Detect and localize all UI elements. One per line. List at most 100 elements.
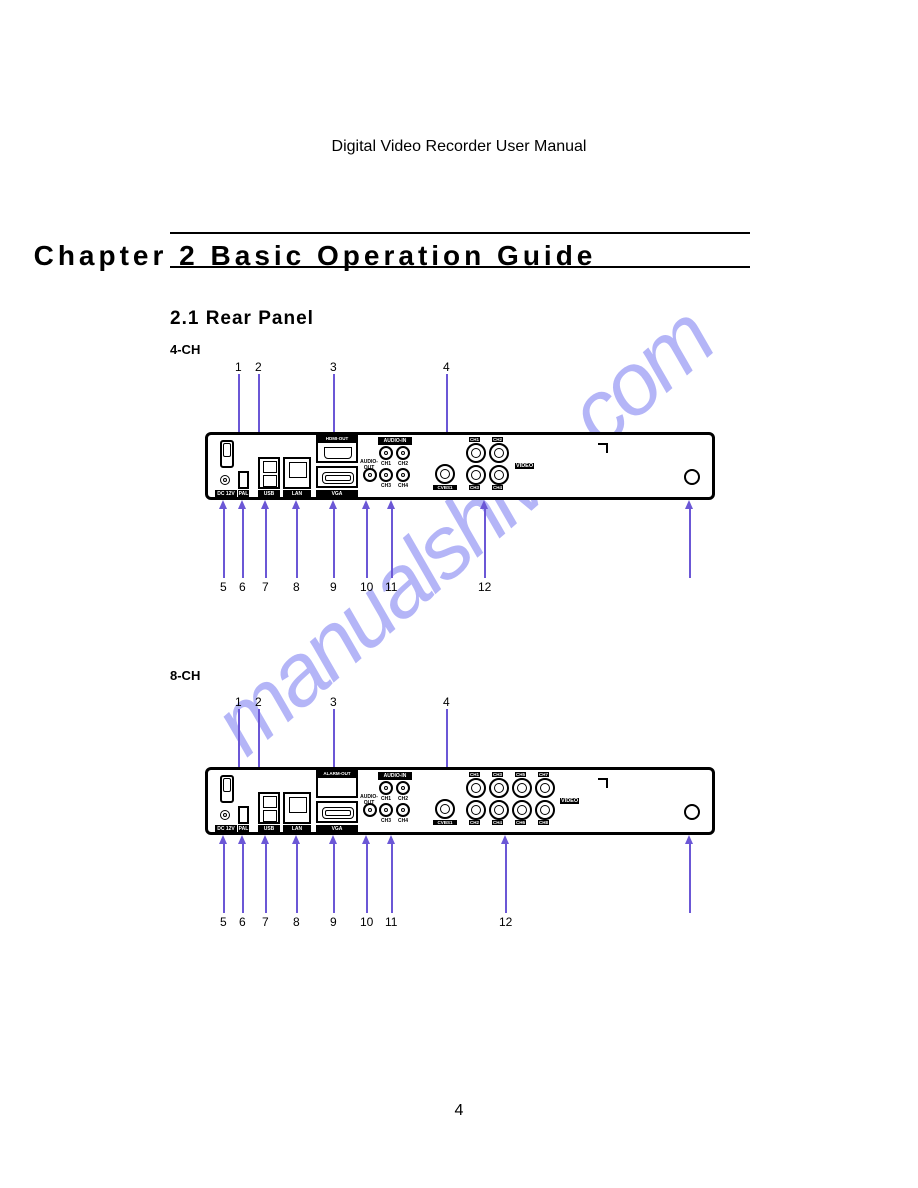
ba12a xyxy=(484,508,486,578)
ba8 xyxy=(296,508,298,578)
ba11 xyxy=(391,508,393,578)
usb-label: USB xyxy=(258,490,280,498)
p2-v5 xyxy=(512,778,532,798)
p2-v1 xyxy=(466,778,486,798)
p2-n2t: 2 xyxy=(255,695,262,709)
p2-a3 xyxy=(379,803,393,817)
p2-bn6: 6 xyxy=(239,915,246,929)
ba5 xyxy=(223,508,225,578)
ba9 xyxy=(333,508,335,578)
power-rocker xyxy=(220,440,234,468)
p2-bn12: 12 xyxy=(499,915,512,929)
section-8ch: 8-CH xyxy=(170,668,200,683)
p2-ba10 xyxy=(366,843,368,913)
ch1a: CH1 xyxy=(381,461,391,467)
dc12v-label: DC 12V xyxy=(215,490,237,498)
p2-ba12a xyxy=(505,843,507,913)
p2-ain: AUDIO-IN xyxy=(378,772,412,780)
p2-vga-box xyxy=(316,801,358,823)
v1-label: CH1 xyxy=(469,437,480,442)
panel-8ch: 1 2 3 4 DC 12V PAL USB LAN xyxy=(205,695,715,763)
p2-v8l: CH8 xyxy=(538,820,549,825)
bn6: 6 xyxy=(239,580,246,594)
p2-v7 xyxy=(535,778,555,798)
p2-c3a: CH3 xyxy=(381,818,391,824)
p2-aobnc xyxy=(363,803,377,817)
video-label: VIDEO xyxy=(515,463,534,469)
p2-lan-l: LAN xyxy=(283,825,311,833)
p2-bh8 xyxy=(292,835,300,844)
p2-cvbs xyxy=(435,799,455,819)
p2-a3t xyxy=(333,709,335,775)
bh5 xyxy=(219,500,227,509)
p2-n4t: 4 xyxy=(443,695,450,709)
p2-bh10 xyxy=(362,835,370,844)
ch3a: CH3 xyxy=(381,483,391,489)
panel-4ch-rect: DC 12V PAL USB LAN HDMI-OUT VGA xyxy=(205,432,715,500)
p2-v6 xyxy=(512,800,532,820)
num-2-top: 2 xyxy=(255,360,262,374)
v2-bnc xyxy=(489,443,509,463)
p2-bn5: 5 xyxy=(220,915,227,929)
bn11: 11 xyxy=(385,580,397,594)
a3-bnc xyxy=(379,468,393,482)
p2-v7l: CH7 xyxy=(538,772,549,777)
section-4ch: 4-CH xyxy=(170,342,200,357)
p2-alarm: ALARM-OUT xyxy=(316,770,358,777)
ba7 xyxy=(265,508,267,578)
p2-ba9 xyxy=(333,843,335,913)
page-number: 4 xyxy=(455,1102,464,1120)
bh12a xyxy=(480,500,488,509)
usb-box xyxy=(258,457,280,489)
ground xyxy=(684,469,700,485)
lan-box xyxy=(283,457,311,489)
p2-bn11: 11 xyxy=(385,915,397,929)
p2-a4 xyxy=(396,803,410,817)
p2-usb-l: USB xyxy=(258,825,280,833)
bn7: 7 xyxy=(262,580,269,594)
p2-ba11 xyxy=(391,843,393,913)
p2-cvbs-l: CVBS1 xyxy=(433,820,457,825)
ba6 xyxy=(242,508,244,578)
p2-v2l: CH2 xyxy=(469,820,480,825)
v3-bnc xyxy=(466,465,486,485)
bh12b xyxy=(685,500,693,509)
p2-bh7 xyxy=(261,835,269,844)
p2-c2a: CH2 xyxy=(398,796,408,802)
section-2-1-title: 2.1 Rear Panel xyxy=(170,308,314,330)
panel-8ch-rect: DC 12V PAL USB LAN ALARM-OUT VGA AUDIO-I… xyxy=(205,767,715,835)
ch4a: CH4 xyxy=(398,483,408,489)
p2-rocker xyxy=(220,775,234,803)
p2-n1t: 1 xyxy=(235,695,242,709)
audio-in-label: AUDIO-IN xyxy=(378,437,412,445)
switch xyxy=(238,471,249,489)
bn5: 5 xyxy=(220,580,227,594)
p2-switch xyxy=(238,806,249,824)
cvbs1-label: CVBS1 xyxy=(433,485,457,490)
p2-video: VIDEO xyxy=(560,798,579,804)
p2-ba6 xyxy=(242,843,244,913)
p2-v6l: CH6 xyxy=(515,820,526,825)
ba12b xyxy=(689,508,691,578)
a4-bnc xyxy=(396,468,410,482)
p2-ba12b xyxy=(689,843,691,913)
p2-bn9: 9 xyxy=(330,915,337,929)
v2-label: CH2 xyxy=(492,437,503,442)
p2-a2 xyxy=(396,781,410,795)
p2-v5l: CH5 xyxy=(515,772,526,777)
num-1-top: 1 xyxy=(235,360,242,374)
header: Digital Video Recorder User Manual xyxy=(332,138,587,156)
p2-ba7 xyxy=(265,843,267,913)
pal-label: PAL xyxy=(238,490,249,498)
bh11 xyxy=(387,500,395,509)
num-4-top: 4 xyxy=(443,360,450,374)
v4-bnc xyxy=(489,465,509,485)
p2-bn8: 8 xyxy=(293,915,300,929)
v1-bnc xyxy=(466,443,486,463)
p2-bh12b xyxy=(685,835,693,844)
corner xyxy=(598,443,608,453)
bh9 xyxy=(329,500,337,509)
hdmi-label: HDMI-OUT xyxy=(316,435,358,442)
p2-lan xyxy=(283,792,311,824)
p2-v4 xyxy=(489,800,509,820)
